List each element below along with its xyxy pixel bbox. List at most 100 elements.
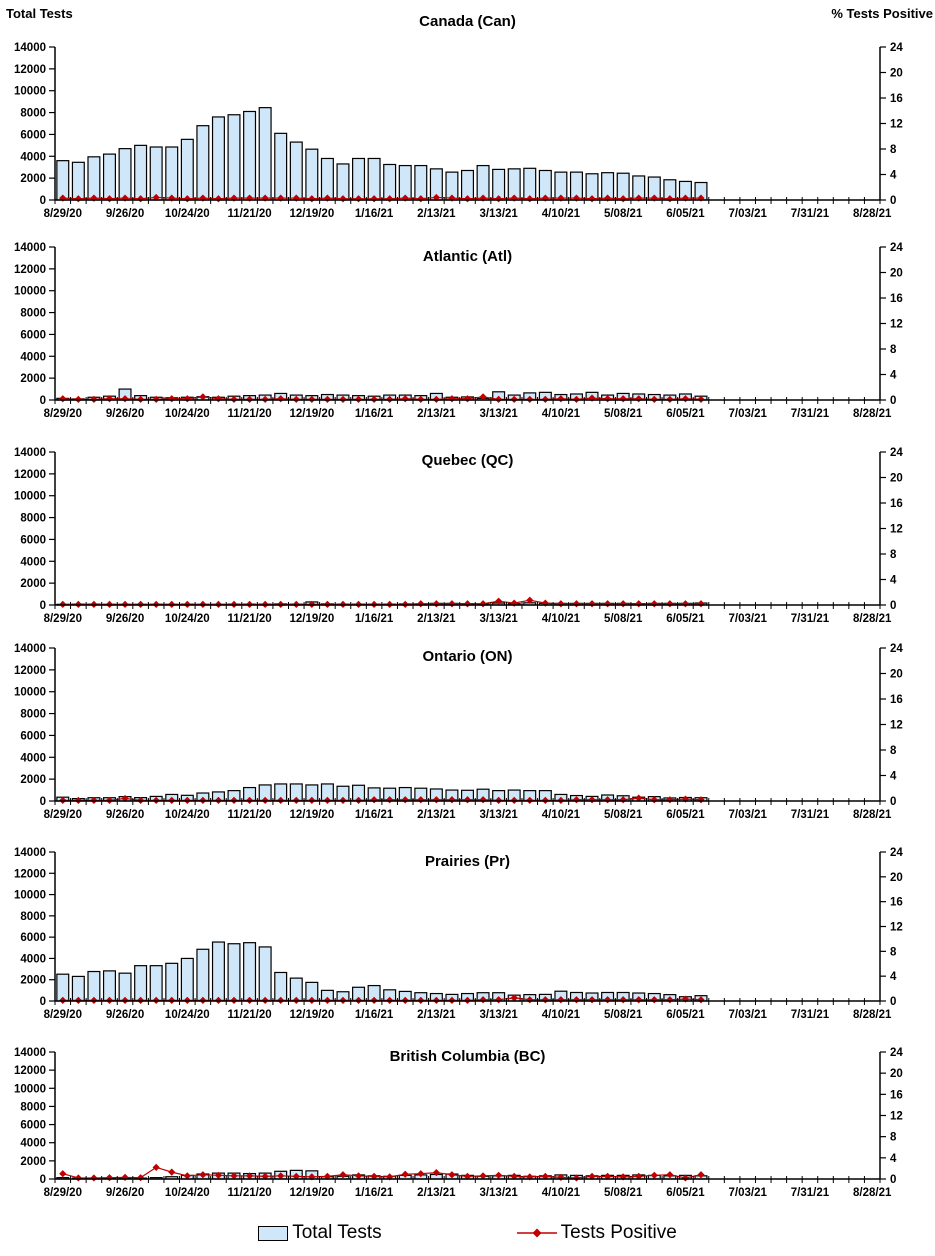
svg-text:8: 8 [890,946,897,958]
positive-diamond-marker [603,1172,612,1180]
axes-group: 0 2000 4000 6000 8000 10000 12000 14000 0 4 8 12 16 2… [14,447,903,625]
positive-diamond-marker [323,1172,332,1180]
svg-text:0: 0 [40,796,46,808]
svg-text:8/28/21: 8/28/21 [853,408,892,420]
svg-text:11/21/20: 11/21/20 [228,1009,272,1021]
positive-diamond-marker [214,1171,223,1179]
svg-text:4000: 4000 [20,752,46,764]
positive-diamond-marker [650,1171,658,1179]
svg-text:8: 8 [890,144,897,156]
svg-text:3/13/21: 3/13/21 [479,613,518,625]
svg-text:11/21/20: 11/21/20 [228,408,272,420]
svg-text:9/26/20: 9/26/20 [106,1187,144,1199]
svg-text:8/29/20: 8/29/20 [44,613,82,625]
positive-diamond-marker [230,194,238,202]
svg-text:3/13/21: 3/13/21 [479,809,518,821]
svg-text:7/31/21: 7/31/21 [791,1009,830,1021]
svg-text:6000: 6000 [20,534,46,546]
svg-text:6000: 6000 [20,730,46,742]
positive-diamond-marker [74,1174,82,1182]
positive-diamond-marker [292,1172,300,1180]
positive-diamond-marker [168,395,176,403]
svg-text:8/29/20: 8/29/20 [44,208,82,220]
chart-quebec: Quebec (QC) 0 2000 4000 6000 8000 10000 12000 1… [0,430,935,635]
svg-text:16: 16 [890,498,903,510]
svg-text:1/16/21: 1/16/21 [355,1187,394,1199]
positive-diamond-marker [588,394,596,402]
svg-text:12000: 12000 [14,264,46,276]
positive-diamond-marker [121,794,129,803]
svg-text:4/10/21: 4/10/21 [542,1187,581,1199]
svg-text:7/03/21: 7/03/21 [729,208,768,220]
svg-text:0: 0 [890,1174,896,1186]
positive-diamond-marker [541,194,549,202]
svg-text:4000: 4000 [20,1138,46,1150]
svg-text:3/13/21: 3/13/21 [479,408,518,420]
svg-text:7/31/21: 7/31/21 [791,809,830,821]
svg-text:10000: 10000 [14,491,46,503]
chart-canvas: 0 2000 4000 6000 8000 10000 12000 14000 0 4 8 12 16 2… [14,1047,903,1199]
svg-text:2/13/21: 2/13/21 [417,208,456,220]
positive-diamond-marker [277,194,285,202]
svg-text:8/28/21: 8/28/21 [853,1187,892,1199]
svg-text:5/08/21: 5/08/21 [604,408,643,420]
positive-diamond-marker [214,395,223,403]
svg-text:8000: 8000 [20,108,46,120]
svg-text:0: 0 [40,1174,46,1186]
svg-text:24: 24 [890,42,903,54]
positive-diamond-marker [448,395,456,403]
positive-diamond-marker [479,393,487,401]
svg-text:4/10/21: 4/10/21 [542,208,581,220]
positive-diamond-marker [183,395,191,403]
svg-text:12/19/20: 12/19/20 [289,613,334,625]
positive-diamond-marker [541,1172,549,1180]
positive-diamond-marker [105,1174,114,1182]
svg-text:8000: 8000 [20,1101,46,1113]
svg-text:8/28/21: 8/28/21 [853,1009,892,1021]
positive-diamond-marker [463,395,472,403]
svg-text:4: 4 [890,170,897,182]
positive-diamond-marker [588,996,596,1004]
positive-diamond-marker [370,1172,378,1180]
positive-diamond-marker [697,600,705,608]
bars-group [56,941,708,1002]
svg-text:6000: 6000 [20,329,46,341]
positive-diamond-marker [666,600,674,608]
svg-text:8: 8 [890,344,897,356]
svg-text:10/24/20: 10/24/20 [165,1009,210,1021]
positive-diamond-marker [510,599,518,607]
svg-text:12: 12 [890,720,903,732]
svg-text:7/31/21: 7/31/21 [791,408,830,420]
positive-diamond-marker [137,1174,145,1182]
svg-text:8: 8 [890,549,897,561]
svg-text:2000: 2000 [20,578,46,590]
svg-text:0: 0 [890,195,896,207]
svg-text:14000: 14000 [14,447,46,459]
svg-text:8/28/21: 8/28/21 [853,613,892,625]
svg-text:5/08/21: 5/08/21 [604,1009,643,1021]
positive-diamond-marker [572,194,581,202]
svg-text:1/16/21: 1/16/21 [355,613,394,625]
positive-diamond-marker [635,794,643,802]
svg-text:11/21/20: 11/21/20 [228,613,272,625]
svg-text:12/19/20: 12/19/20 [289,208,334,220]
svg-text:0: 0 [40,395,46,407]
chart-title-prairies: Prairies (Pr) [424,853,511,870]
positive-diamond-marker [121,1173,129,1182]
svg-text:12000: 12000 [14,469,46,481]
svg-text:3/13/21: 3/13/21 [479,1009,518,1021]
svg-text:4/10/21: 4/10/21 [542,1009,581,1021]
svg-text:12000: 12000 [14,665,46,677]
svg-text:12000: 12000 [14,64,46,76]
svg-text:8: 8 [890,745,897,757]
total-tests-swatch-icon [258,1225,289,1241]
svg-text:4000: 4000 [20,151,46,163]
svg-text:14000: 14000 [14,242,46,254]
svg-text:8000: 8000 [20,911,46,923]
svg-text:10000: 10000 [14,687,46,699]
svg-text:24: 24 [890,643,903,655]
positive-diamond-marker [59,395,67,403]
positive-diamond-marker [619,600,627,608]
svg-text:9/26/20: 9/26/20 [106,1009,144,1021]
svg-text:9/26/20: 9/26/20 [106,208,144,220]
